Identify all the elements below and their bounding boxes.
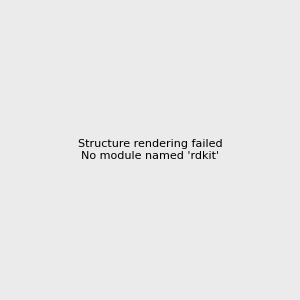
Text: Structure rendering failed
No module named 'rdkit': Structure rendering failed No module nam…: [78, 139, 222, 161]
